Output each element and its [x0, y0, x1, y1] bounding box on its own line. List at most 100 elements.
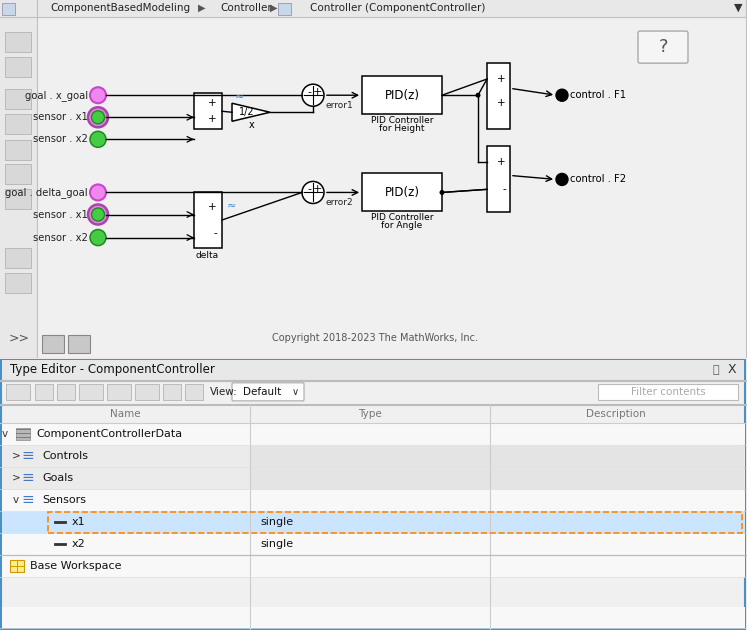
Text: Filter contents: Filter contents [630, 387, 705, 397]
Bar [194, 93, 222, 129]
Text: ≈: ≈ [235, 92, 245, 102]
Bar [5, 140, 31, 161]
Text: 1/2: 1/2 [239, 107, 255, 117]
Text: ▶: ▶ [198, 3, 205, 13]
Bar [48, 512, 742, 533]
Bar [163, 384, 181, 400]
Bar [0, 17, 37, 358]
Bar [16, 428, 30, 440]
Text: Sensors: Sensors [42, 495, 86, 505]
Text: >: > [12, 451, 20, 461]
Bar [107, 384, 131, 400]
Text: single: single [260, 539, 293, 549]
Bar [2, 556, 745, 577]
Text: ≡: ≡ [22, 471, 34, 485]
Text: x: x [249, 120, 255, 130]
Text: Controls: Controls [42, 451, 88, 461]
Text: >>: >> [8, 331, 29, 344]
Bar [278, 3, 291, 15]
Text: x1: x1 [72, 517, 86, 527]
Bar [2, 468, 745, 489]
Text: Copyright 2018-2023 The MathWorks, Inc.: Copyright 2018-2023 The MathWorks, Inc. [272, 333, 478, 343]
Bar [5, 57, 31, 77]
Text: control . F1: control . F1 [570, 90, 626, 100]
Text: sensor . x1: sensor . x1 [33, 112, 88, 122]
Bar [362, 173, 442, 212]
Bar [5, 190, 31, 210]
Bar [5, 164, 31, 185]
Text: PID Controller: PID Controller [371, 213, 433, 222]
Text: +: + [312, 185, 322, 195]
Text: single: single [260, 517, 293, 527]
Circle shape [556, 173, 568, 185]
Text: -: - [307, 185, 311, 195]
Text: ⓘ: ⓘ [713, 365, 719, 375]
Text: control . F2: control . F2 [570, 175, 626, 185]
Bar [490, 446, 744, 467]
Text: +: + [312, 87, 322, 97]
Text: goal . delta_goal: goal . delta_goal [5, 187, 88, 198]
Bar [185, 384, 203, 400]
Text: Base Workspace: Base Workspace [30, 561, 122, 571]
Bar [5, 89, 31, 109]
Text: PID(z): PID(z) [385, 89, 420, 101]
Text: v: v [13, 495, 19, 505]
Bar [5, 32, 31, 52]
Circle shape [90, 185, 106, 200]
Text: for Height: for Height [379, 124, 425, 133]
Text: sensor . x1: sensor . x1 [33, 210, 88, 219]
Text: goal . x_goal: goal . x_goal [25, 89, 88, 101]
Text: Default: Default [243, 387, 281, 397]
Text: +: + [208, 98, 217, 108]
Text: ?: ? [658, 38, 668, 56]
Bar [2, 490, 745, 511]
Text: error1: error1 [326, 101, 354, 110]
Bar [35, 384, 53, 400]
Bar [6, 384, 30, 400]
Bar [135, 384, 159, 400]
Text: Controller (ComponentController): Controller (ComponentController) [310, 3, 486, 13]
Text: -: - [213, 227, 217, 238]
Text: >: > [12, 473, 20, 483]
Circle shape [88, 107, 108, 127]
Bar [487, 63, 510, 129]
Bar [79, 384, 103, 400]
Bar [0, 0, 747, 17]
Bar [194, 192, 222, 248]
Polygon shape [232, 103, 270, 122]
Text: +: + [208, 114, 217, 124]
Text: +: + [208, 202, 217, 212]
Text: ≡: ≡ [22, 449, 34, 464]
Text: ▶: ▶ [270, 3, 277, 13]
Circle shape [88, 205, 108, 224]
Bar [42, 335, 64, 353]
Circle shape [90, 229, 106, 246]
Text: ComponentBasedModeling: ComponentBasedModeling [50, 3, 190, 13]
Bar [2, 607, 745, 628]
Circle shape [91, 208, 105, 221]
Bar [250, 446, 490, 467]
Text: ComponentControllerData: ComponentControllerData [36, 429, 182, 439]
Bar [5, 248, 31, 268]
Bar [2, 360, 744, 380]
Circle shape [302, 181, 324, 203]
Text: for Angle: for Angle [382, 221, 423, 230]
FancyBboxPatch shape [638, 31, 688, 63]
Bar [250, 468, 490, 489]
Bar [5, 273, 31, 293]
Bar [68, 335, 90, 353]
Bar [362, 76, 442, 114]
Circle shape [302, 84, 324, 106]
Circle shape [90, 131, 106, 147]
Bar [5, 114, 31, 134]
Text: Type: Type [358, 409, 382, 419]
FancyBboxPatch shape [232, 383, 304, 401]
Text: -: - [307, 87, 311, 97]
Text: delta: delta [196, 251, 219, 260]
Circle shape [556, 89, 568, 101]
Bar [10, 560, 24, 572]
Bar [57, 384, 75, 400]
Bar [2, 512, 745, 533]
Bar [2, 424, 745, 445]
Text: Controller: Controller [220, 3, 272, 13]
